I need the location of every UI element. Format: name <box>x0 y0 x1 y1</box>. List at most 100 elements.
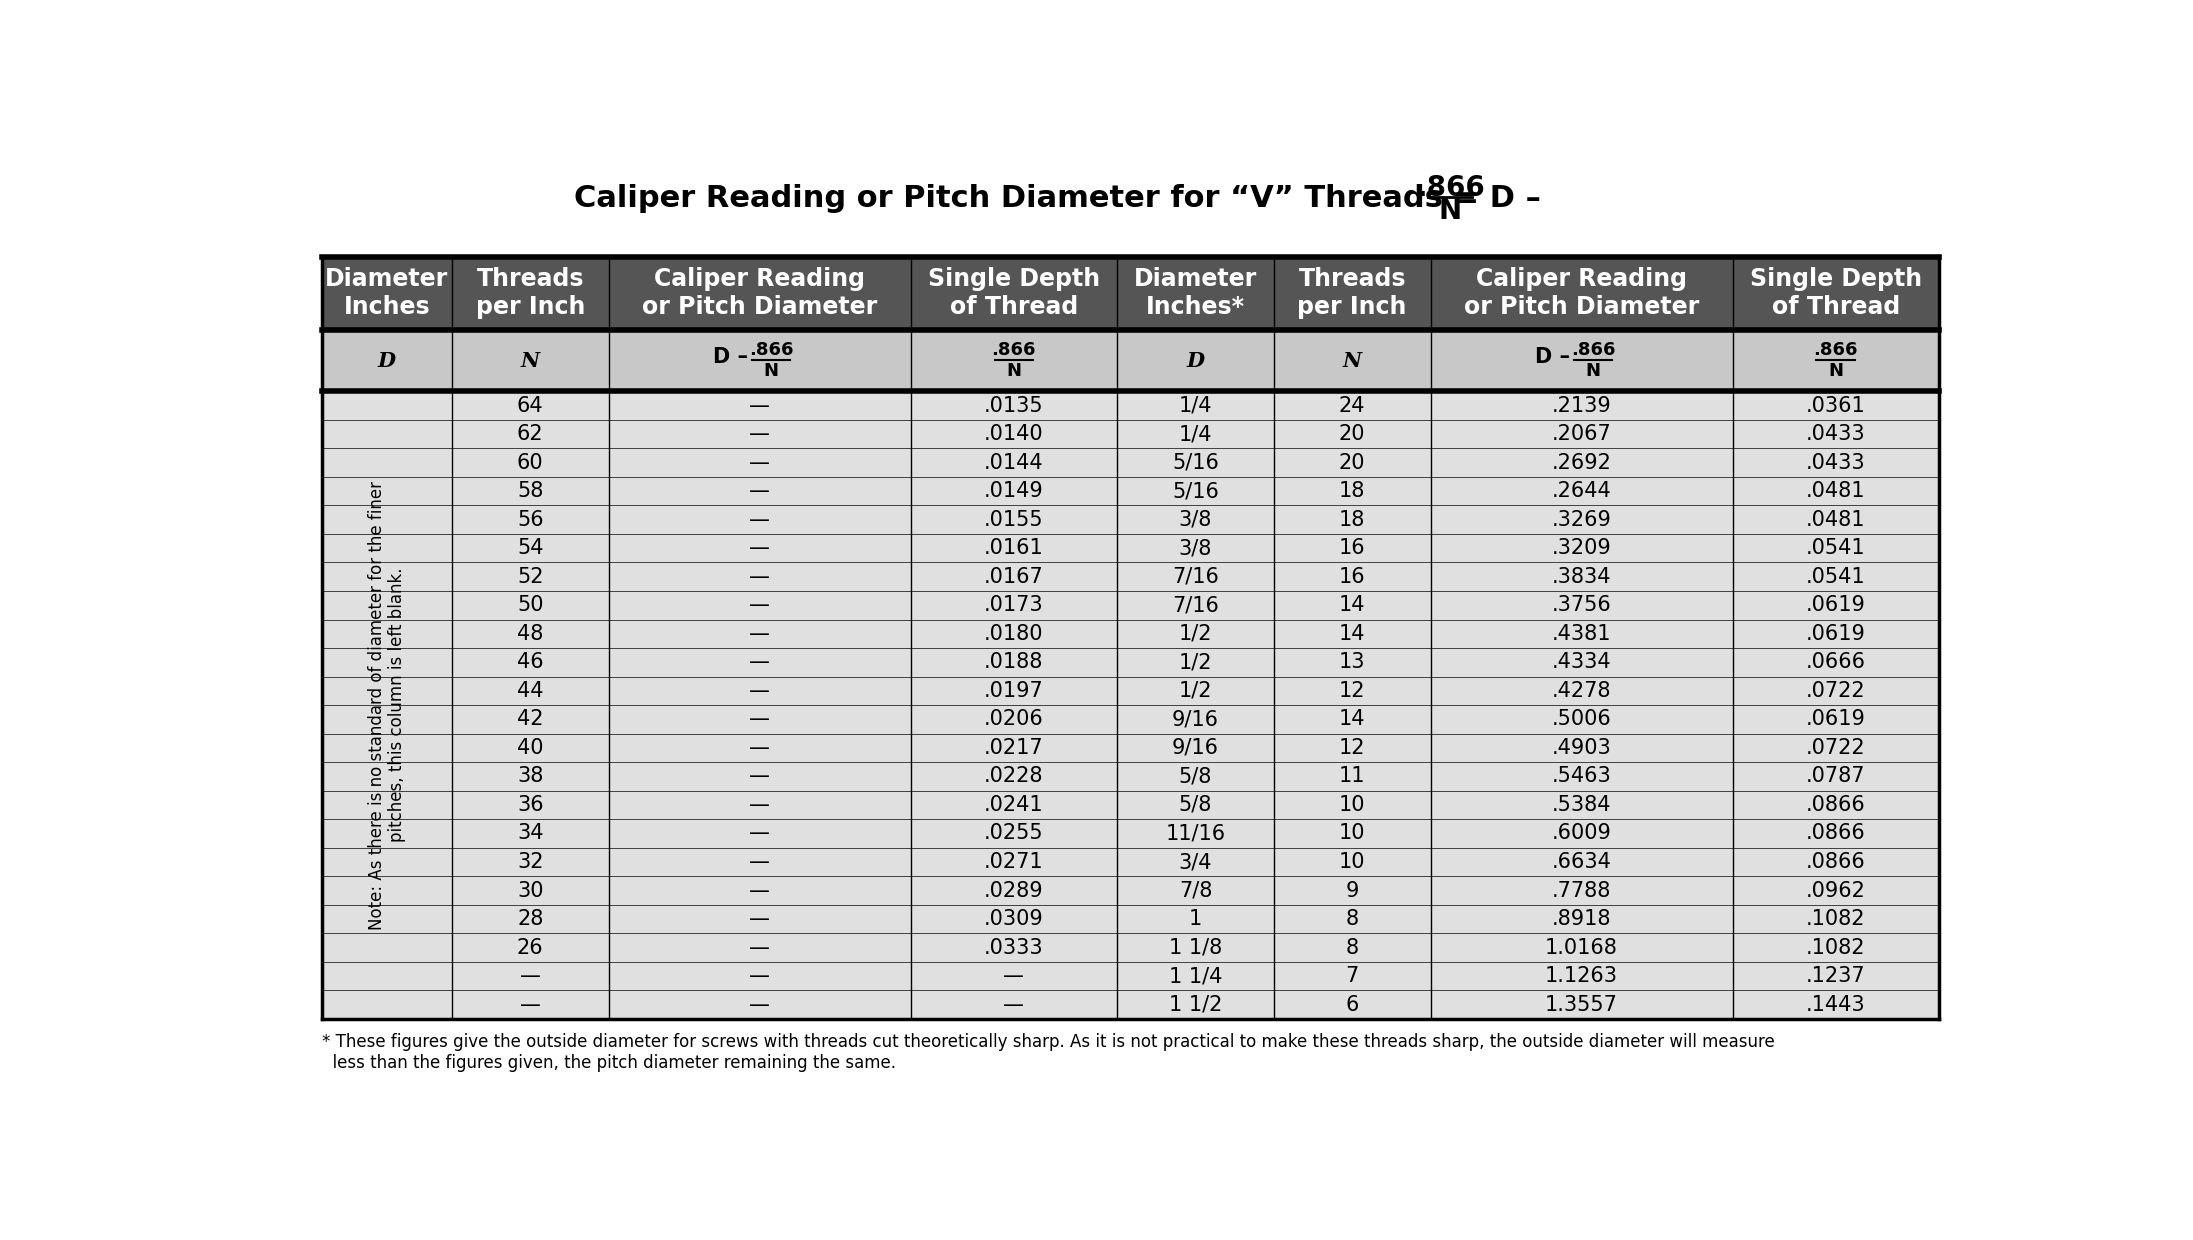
Text: 1 1/8: 1 1/8 <box>1169 937 1222 957</box>
Text: —: — <box>750 424 770 444</box>
Text: .0289: .0289 <box>985 880 1044 900</box>
Text: 12: 12 <box>1340 738 1366 758</box>
Text: —: — <box>750 624 770 644</box>
Text: 56: 56 <box>518 510 544 529</box>
Text: 14: 14 <box>1340 709 1366 729</box>
Text: Diameter
Inches*: Diameter Inches* <box>1134 268 1257 319</box>
Text: 5/8: 5/8 <box>1180 795 1213 815</box>
Text: .866: .866 <box>991 341 1035 358</box>
Text: —: — <box>750 681 770 701</box>
Text: .2692: .2692 <box>1553 453 1612 472</box>
Text: .1082: .1082 <box>1807 937 1866 957</box>
Text: —: — <box>750 852 770 872</box>
Text: 48: 48 <box>518 624 544 644</box>
Text: —: — <box>750 909 770 929</box>
Text: 11/16: 11/16 <box>1164 823 1226 843</box>
Text: N: N <box>763 362 779 381</box>
Text: 52: 52 <box>518 567 544 587</box>
Text: D –: D – <box>1535 347 1570 367</box>
Text: 46: 46 <box>518 652 544 672</box>
Text: 5/16: 5/16 <box>1171 481 1219 501</box>
Text: * These figures give the outside diameter for screws with threads cut theoretica: * These figures give the outside diamete… <box>322 1033 1774 1071</box>
Text: 3/4: 3/4 <box>1178 852 1213 872</box>
Text: 62: 62 <box>518 424 544 444</box>
Text: .2067: .2067 <box>1553 424 1612 444</box>
Text: —: — <box>750 766 770 786</box>
Text: .3209: .3209 <box>1553 538 1612 558</box>
Text: .0481: .0481 <box>1807 510 1866 529</box>
Text: .1443: .1443 <box>1805 994 1866 1014</box>
Text: 40: 40 <box>518 738 544 758</box>
Text: —: — <box>1004 966 1024 986</box>
Text: .0619: .0619 <box>1805 709 1866 729</box>
Text: 38: 38 <box>518 766 544 786</box>
Text: 30: 30 <box>518 880 544 900</box>
Text: 5/8: 5/8 <box>1180 766 1213 786</box>
Text: .0619: .0619 <box>1805 595 1866 615</box>
Text: 1/2: 1/2 <box>1178 624 1213 644</box>
Text: 1.1263: 1.1263 <box>1546 966 1618 986</box>
Text: .0433: .0433 <box>1805 453 1866 472</box>
Text: .0188: .0188 <box>985 652 1044 672</box>
Text: .8918: .8918 <box>1553 909 1612 929</box>
Text: .3756: .3756 <box>1553 595 1612 615</box>
Text: Single Depth
of Thread: Single Depth of Thread <box>928 268 1101 319</box>
Text: 7/8: 7/8 <box>1180 880 1213 900</box>
Text: .2644: .2644 <box>1553 481 1612 501</box>
Text: 3/8: 3/8 <box>1180 538 1213 558</box>
Text: —: — <box>520 966 542 986</box>
Text: 18: 18 <box>1340 481 1366 501</box>
Text: 8: 8 <box>1347 909 1360 929</box>
Text: .0433: .0433 <box>1805 424 1866 444</box>
Text: .4278: .4278 <box>1553 681 1612 701</box>
Text: 1: 1 <box>1189 909 1202 929</box>
Text: .0481: .0481 <box>1807 481 1866 501</box>
Text: .0666: .0666 <box>1805 652 1866 672</box>
Text: .1237: .1237 <box>1805 966 1866 986</box>
Text: 9/16: 9/16 <box>1171 738 1219 758</box>
Text: —: — <box>750 823 770 843</box>
Text: 36: 36 <box>518 795 544 815</box>
Text: —: — <box>750 396 770 415</box>
Text: .6009: .6009 <box>1553 823 1612 843</box>
Text: 16: 16 <box>1340 567 1366 587</box>
Text: 1/2: 1/2 <box>1178 681 1213 701</box>
Text: 34: 34 <box>518 823 544 843</box>
Text: —: — <box>750 538 770 558</box>
Text: Caliper Reading
or Pitch Diameter: Caliper Reading or Pitch Diameter <box>643 268 877 319</box>
Text: —: — <box>750 738 770 758</box>
Text: Caliper Reading or Pitch Diameter for “V” Threads = D –: Caliper Reading or Pitch Diameter for “V… <box>575 185 1542 213</box>
Text: Caliper Reading
or Pitch Diameter: Caliper Reading or Pitch Diameter <box>1465 268 1700 319</box>
Text: .0361: .0361 <box>1805 396 1866 415</box>
Text: .0173: .0173 <box>985 595 1044 615</box>
Text: .5384: .5384 <box>1553 795 1612 815</box>
Text: .0962: .0962 <box>1805 880 1866 900</box>
Text: 1/2: 1/2 <box>1178 652 1213 672</box>
Text: .0197: .0197 <box>985 681 1044 701</box>
Text: .0541: .0541 <box>1805 538 1866 558</box>
Text: 60: 60 <box>518 453 544 472</box>
Text: 26: 26 <box>518 937 544 957</box>
Text: .1082: .1082 <box>1807 909 1866 929</box>
Text: .0135: .0135 <box>985 396 1044 415</box>
Text: .0161: .0161 <box>985 538 1044 558</box>
Text: .4903: .4903 <box>1553 738 1612 758</box>
Text: D: D <box>1186 351 1204 371</box>
Text: —: — <box>750 567 770 587</box>
Text: .2139: .2139 <box>1553 396 1612 415</box>
Bar <box>322 257 1939 1019</box>
Text: —: — <box>750 709 770 729</box>
Text: .0309: .0309 <box>985 909 1044 929</box>
Text: 10: 10 <box>1340 852 1366 872</box>
Text: .866: .866 <box>750 341 794 358</box>
Text: 13: 13 <box>1340 652 1366 672</box>
Text: .0866: .0866 <box>1805 795 1866 815</box>
Text: .7788: .7788 <box>1553 880 1612 900</box>
Text: .0180: .0180 <box>985 624 1044 644</box>
Text: .0541: .0541 <box>1805 567 1866 587</box>
Text: 16: 16 <box>1340 538 1366 558</box>
Text: 7: 7 <box>1347 966 1360 986</box>
Text: .0333: .0333 <box>985 937 1044 957</box>
Text: 32: 32 <box>518 852 544 872</box>
Text: .0241: .0241 <box>985 795 1044 815</box>
